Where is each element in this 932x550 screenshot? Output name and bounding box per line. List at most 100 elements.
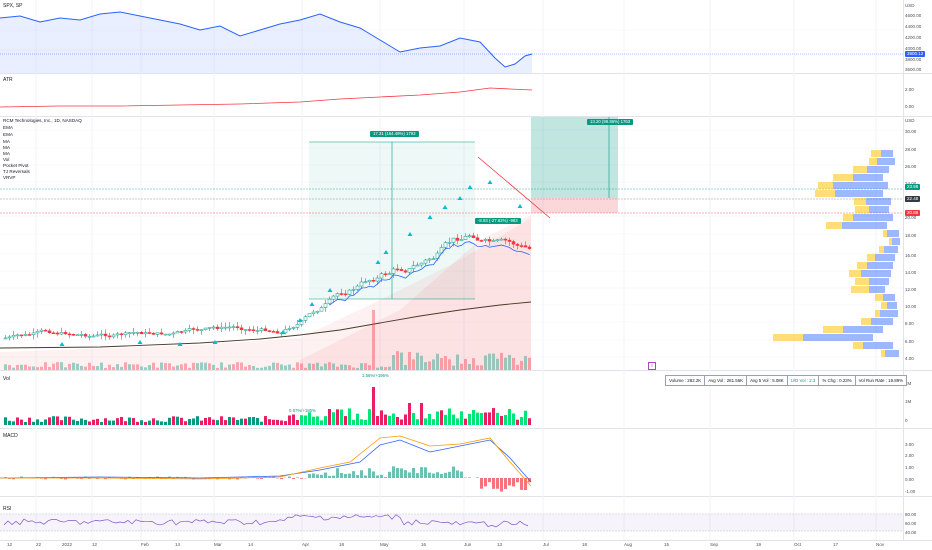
main-volume-bar bbox=[236, 362, 239, 370]
candle-body bbox=[207, 327, 212, 329]
spx-pane[interactable]: SPX, SP USD 4600.00 4400.00 4200.00 4000… bbox=[0, 0, 932, 73]
main-legend-tj-reversals: TJ Reversals bbox=[3, 169, 30, 174]
main-volume-bar bbox=[72, 362, 75, 370]
vrvp-bar bbox=[879, 246, 884, 253]
main-volume-bar bbox=[192, 362, 195, 370]
macd-histogram-bar bbox=[268, 477, 271, 478]
time-axis-label: 14 bbox=[175, 542, 181, 547]
volume-annotation: 1.56%/+195% bbox=[362, 373, 389, 378]
main-volume-bar bbox=[528, 357, 531, 370]
macd-histogram-bar bbox=[12, 478, 15, 480]
candle-body bbox=[307, 313, 312, 318]
volume-bar bbox=[404, 414, 407, 425]
macd-histogram-bar bbox=[448, 471, 451, 478]
candle-body bbox=[231, 326, 236, 328]
atr-price-axis[interactable] bbox=[903, 74, 932, 116]
candle-body bbox=[483, 239, 488, 241]
main-volume-bar bbox=[112, 367, 115, 370]
volume-bar bbox=[108, 420, 111, 425]
time-axis-label: Feb bbox=[141, 542, 149, 547]
volume-bar bbox=[160, 421, 163, 425]
macd-histogram-bar bbox=[184, 476, 187, 478]
main-volume-bar bbox=[52, 363, 55, 370]
vrvp-bar bbox=[863, 342, 893, 349]
macd-histogram-bar bbox=[280, 478, 283, 480]
spx-price-axis[interactable] bbox=[903, 0, 932, 73]
vrvp-bar bbox=[826, 222, 842, 229]
candle-body bbox=[395, 268, 400, 271]
main-price-axis[interactable] bbox=[903, 117, 932, 370]
main-volume-bar bbox=[284, 365, 287, 370]
macd-histogram-bar bbox=[380, 474, 383, 478]
volume-bar bbox=[56, 416, 59, 425]
vrvp-bar bbox=[861, 270, 891, 277]
main-volume-bar bbox=[460, 363, 463, 370]
main-volume-bar bbox=[332, 363, 335, 370]
candle-body bbox=[271, 331, 276, 333]
volume-pane[interactable]: Vol 2M 1M 0 bbox=[0, 371, 932, 428]
event-flag-icon[interactable]: ≡ bbox=[648, 362, 656, 370]
candle-body bbox=[391, 268, 396, 274]
main-volume-bar bbox=[292, 367, 295, 370]
macd-axis[interactable] bbox=[903, 429, 932, 496]
candle-body bbox=[323, 303, 328, 308]
volume-axis[interactable] bbox=[903, 371, 932, 428]
main-volume-bar bbox=[396, 351, 399, 370]
rsi-axis[interactable] bbox=[903, 497, 932, 540]
time-axis-label: May bbox=[380, 542, 389, 547]
candle-body bbox=[163, 333, 168, 336]
volume-bar bbox=[348, 408, 351, 425]
main-tick: 20.00 bbox=[905, 215, 917, 220]
main-tick: 16.00 bbox=[905, 253, 917, 258]
ma-line bbox=[0, 301, 532, 349]
volume-bar bbox=[344, 416, 347, 425]
main-volume-bar bbox=[508, 354, 511, 370]
volume-bar bbox=[112, 420, 115, 425]
main-volume-bar bbox=[340, 364, 343, 370]
candle-body bbox=[411, 265, 416, 269]
main-volume-bar bbox=[420, 355, 423, 370]
time-axis-label: 13 bbox=[497, 542, 503, 547]
main-volume-bar bbox=[428, 361, 431, 370]
main-tick: 18.00 bbox=[905, 233, 917, 238]
candle-body bbox=[339, 293, 344, 295]
vrvp-bar bbox=[889, 238, 892, 245]
main-volume-bar bbox=[516, 364, 519, 370]
rsi-pane[interactable]: RSI 80.00 60.00 40.00 bbox=[0, 497, 932, 540]
volume-bar bbox=[364, 420, 367, 425]
macd-histogram-bar bbox=[452, 466, 455, 478]
volume-bar bbox=[332, 412, 335, 425]
main-price-pane[interactable] bbox=[0, 117, 932, 370]
ma-cloud-2 bbox=[300, 215, 531, 370]
volume-bar bbox=[376, 416, 379, 425]
time-axis-label: 18 bbox=[582, 542, 588, 547]
vrvp-bar bbox=[853, 214, 893, 221]
volume-bar bbox=[392, 413, 395, 425]
main-volume-bar bbox=[404, 364, 407, 370]
candle-body bbox=[131, 332, 136, 334]
candle-body bbox=[159, 332, 164, 335]
main-tick: 10.00 bbox=[905, 304, 917, 309]
macd-histogram-bar bbox=[492, 478, 495, 489]
volume-bar bbox=[176, 416, 179, 425]
candle-body bbox=[151, 332, 156, 335]
candle-body bbox=[167, 333, 172, 336]
candle-body bbox=[183, 330, 188, 333]
candle-body bbox=[115, 333, 120, 336]
macd-histogram-bar bbox=[436, 472, 439, 478]
main-volume-bar bbox=[412, 359, 415, 370]
main-volume-bar bbox=[228, 364, 231, 370]
macd-histogram-bar bbox=[484, 478, 487, 487]
time-axis-label: 12 bbox=[92, 542, 98, 547]
volume-bar bbox=[220, 416, 223, 425]
volume-bar bbox=[72, 419, 75, 425]
macd-pane[interactable]: MACD 3.00 2.00 1.00 0.00 -1.00 bbox=[0, 429, 932, 496]
atr-pane[interactable]: ATR 2.00 0.00 bbox=[0, 74, 932, 116]
volume-stats-bar: Volume : 282.2K Avg Vol : 281.56K Avg 5 … bbox=[665, 375, 908, 386]
main-volume-bar bbox=[444, 356, 447, 370]
macd-histogram-bar bbox=[456, 470, 459, 478]
main-volume-bar bbox=[316, 362, 319, 370]
main-volume-bar bbox=[132, 364, 135, 370]
macd-histogram-bar bbox=[324, 472, 327, 478]
